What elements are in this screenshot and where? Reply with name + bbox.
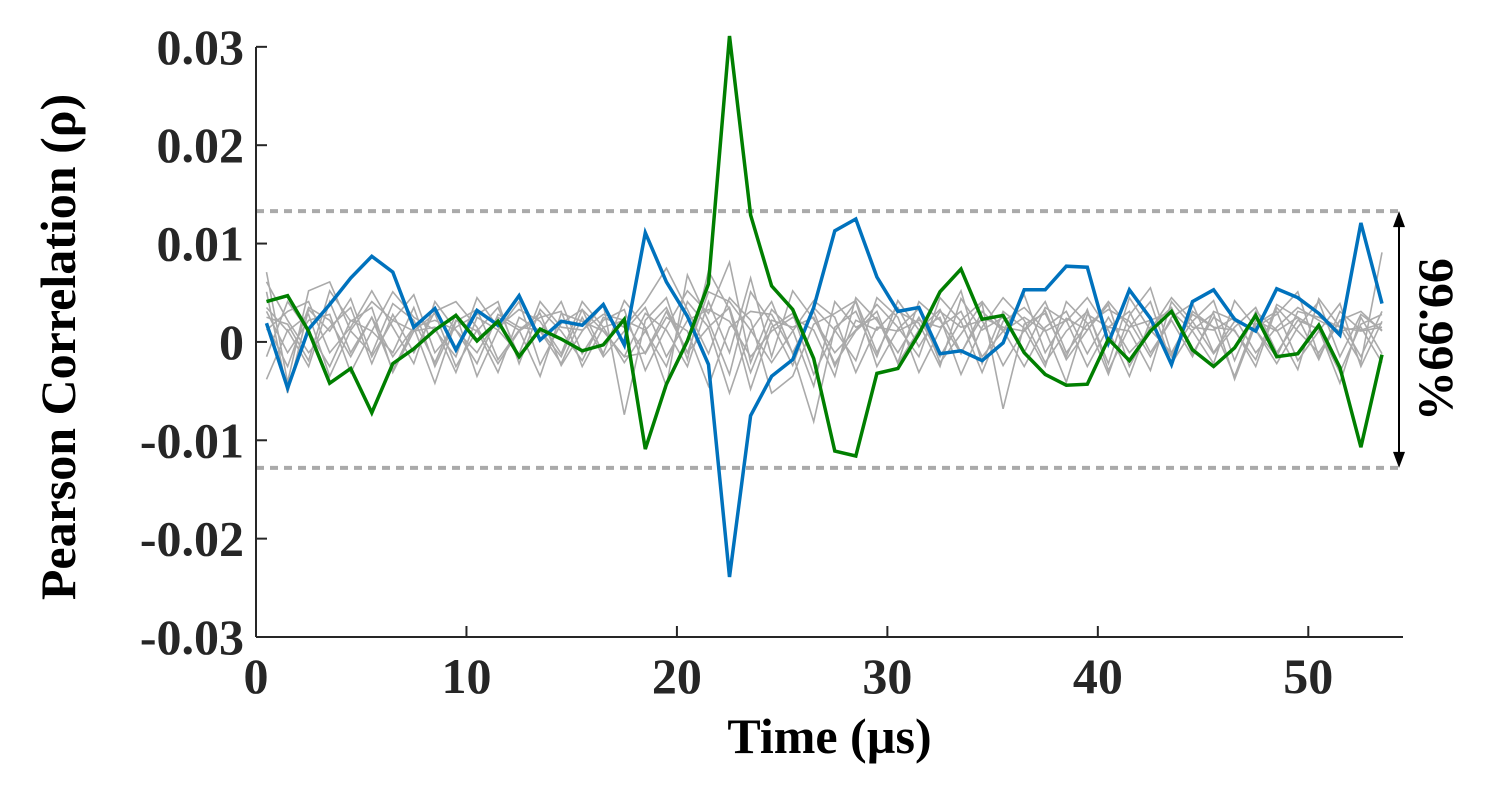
- background-series-group: [265, 252, 1383, 425]
- background-series-line-9: [265, 300, 1383, 379]
- x-tick-label: 30: [862, 648, 912, 704]
- threshold-label: 99.99%: [1409, 258, 1465, 421]
- threshold-lines: [256, 209, 1403, 470]
- background-series-line-3: [265, 266, 1383, 395]
- threshold-annotation: [1393, 211, 1405, 468]
- y-axis-title: Pearson Correlation (ρ): [30, 94, 86, 600]
- x-tick-label: 20: [652, 648, 702, 704]
- x-axis-title: Time (µs): [727, 708, 931, 764]
- y-tick-label: -0.01: [140, 412, 244, 468]
- y-tick-label: 0: [219, 314, 244, 370]
- y-tick-label: 0.02: [157, 117, 245, 173]
- y-tick-label: 0.01: [157, 216, 245, 272]
- y-tick-label: 0.03: [157, 19, 245, 75]
- highlight-series-line-1: [264, 216, 1384, 578]
- x-tick-label: 0: [244, 648, 269, 704]
- threshold-arrow-head-down: [1393, 451, 1405, 468]
- highlight-series-line-2: [266, 35, 1384, 459]
- background-series-line-7: [265, 281, 1383, 425]
- threshold-arrow-head-up: [1393, 211, 1405, 228]
- x-tick-label: 10: [441, 648, 491, 704]
- axes: [255, 45, 1403, 638]
- x-tick-label: 50: [1283, 648, 1333, 704]
- y-tick-label: -0.02: [140, 511, 244, 567]
- y-tick-label: -0.03: [140, 609, 244, 665]
- highlight-series-group: [264, 35, 1384, 578]
- tick-labels: 0.030.020.010-0.01-0.02-0.030 10 20 30 40 50: [140, 19, 1333, 704]
- background-series-line-10: [265, 290, 1383, 375]
- x-tick-label: 40: [1073, 648, 1123, 704]
